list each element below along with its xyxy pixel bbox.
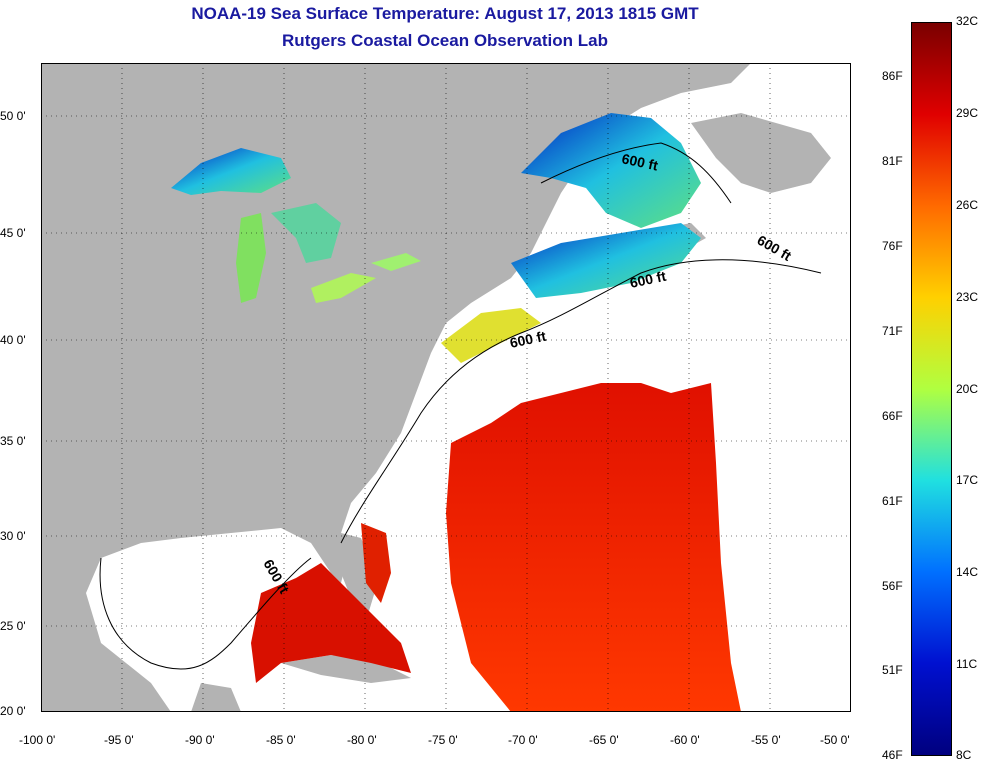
isobath-label-2: 600 ft: [755, 232, 795, 264]
fahrenheit-tick: 56F: [882, 579, 903, 593]
fahrenheit-tick: 86F: [882, 69, 903, 83]
celsius-tick: 8C: [956, 748, 972, 762]
y-tick: 45 0': [0, 226, 26, 240]
sst-bahamas-warm: [361, 523, 391, 603]
map-title: NOAA-19 Sea Surface Temperature: August …: [191, 4, 699, 23]
x-tick: -95 0': [104, 733, 134, 747]
y-tick: 50 0': [0, 109, 26, 123]
y-tick: 20 0': [0, 704, 26, 718]
celsius-tick: 11C: [956, 657, 978, 671]
fahrenheit-tick: 71F: [882, 324, 903, 338]
y-tick: 30 0': [0, 529, 26, 543]
sst-mid-atlantic-shelf: [441, 308, 541, 363]
x-tick: -80 0': [347, 733, 377, 747]
x-tick: -60 0': [670, 733, 700, 747]
sst-gulf-of-maine: [511, 223, 701, 298]
y-tick: 40 0': [0, 333, 26, 347]
sst-gulf-st-lawrence: [521, 113, 701, 228]
lake-superior: [171, 148, 291, 195]
fahrenheit-tick: 66F: [882, 409, 903, 423]
map-subtitle: Rutgers Coastal Ocean Observation Lab: [282, 31, 608, 50]
lake-ontario: [371, 253, 421, 271]
isobath-600ft: [99, 142, 822, 670]
sst-gulf-florida-warm: [251, 563, 411, 683]
fahrenheit-tick: 51F: [882, 663, 903, 677]
celsius-tick: 26C: [956, 198, 979, 212]
celsius-tick: 14C: [956, 565, 979, 579]
sst-map[interactable]: 600 ft 600 ft 600 ft 600 ft 600 ft: [41, 63, 851, 712]
map-canvas: 600 ft 600 ft 600 ft 600 ft 600 ft: [41, 63, 851, 712]
celsius-tick: 20C: [956, 382, 979, 396]
x-tick: -55 0': [751, 733, 781, 747]
x-tick: -85 0': [266, 733, 296, 747]
fahrenheit-tick: 46F: [882, 748, 903, 762]
x-tick: -100 0': [19, 733, 56, 747]
isobath-label-5: 600 ft: [260, 557, 292, 597]
x-tick: -50 0': [820, 733, 850, 747]
temperature-colorbar: [911, 22, 952, 756]
land-cuba: [281, 655, 411, 683]
fahrenheit-tick: 61F: [882, 494, 903, 508]
x-tick: -65 0': [589, 733, 619, 747]
celsius-tick: 32C: [956, 14, 979, 28]
celsius-tick: 23C: [956, 290, 979, 304]
x-tick: -90 0': [185, 733, 215, 747]
graticule: [41, 63, 851, 712]
isobath-label-1: 600 ft: [620, 150, 659, 173]
x-tick: -70 0': [508, 733, 538, 747]
land-yucatan: [191, 683, 241, 712]
celsius-tick: 29C: [956, 106, 979, 120]
land-newfoundland: [691, 113, 831, 193]
lake-michigan: [236, 213, 266, 303]
y-tick: 25 0': [0, 619, 26, 633]
sst-atlantic-warm: [446, 383, 741, 712]
fahrenheit-tick: 76F: [882, 239, 903, 253]
land-north-america: [41, 63, 751, 712]
isobath-label-4: 600 ft: [508, 328, 547, 351]
fahrenheit-tick: 81F: [882, 154, 903, 168]
x-tick: -75 0': [428, 733, 458, 747]
lake-erie: [311, 273, 376, 303]
y-tick: 35 0': [0, 434, 26, 448]
isobath-label-3: 600 ft: [628, 268, 667, 291]
celsius-tick: 17C: [956, 473, 979, 487]
map-frame: [41, 63, 851, 712]
